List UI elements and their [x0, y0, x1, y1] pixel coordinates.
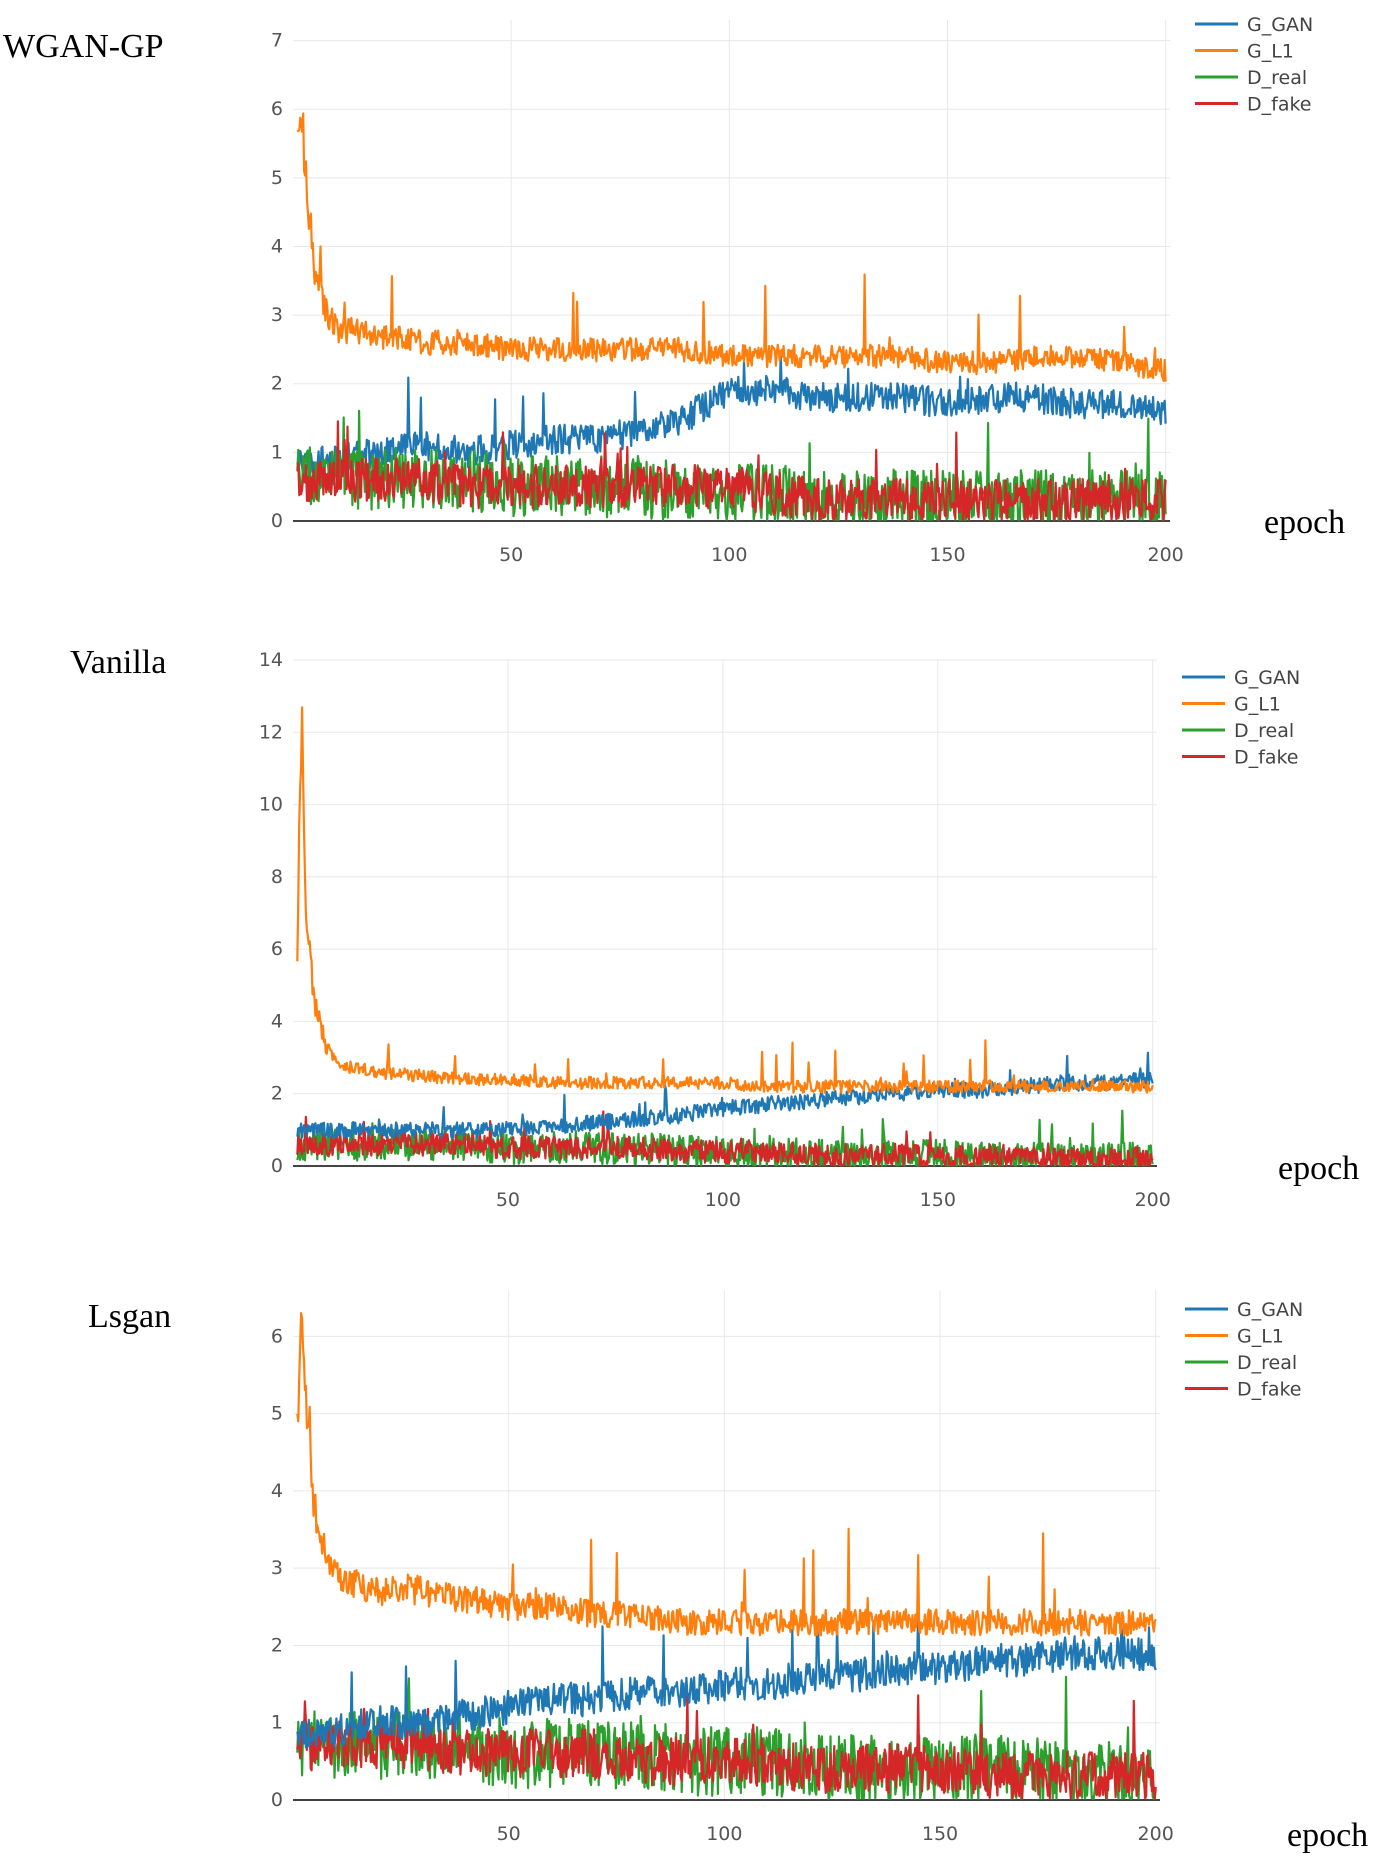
y-tick-label: 0	[271, 1789, 283, 1811]
chart-title-wgan-gp: WGAN-GP	[3, 28, 164, 65]
legend-label-d-real: D_real	[1234, 720, 1294, 742]
series-line-d-fake	[296, 420, 1167, 521]
y-tick-label: 4	[271, 235, 283, 257]
x-tick-label: 150	[922, 1823, 958, 1845]
y-tick-label: 3	[271, 1557, 283, 1579]
legend-label-d-real: D_real	[1247, 67, 1307, 89]
series-line-g-gan	[296, 1606, 1157, 1749]
y-tick-label: 1	[271, 1712, 283, 1734]
series-line-g-gan	[296, 1051, 1154, 1139]
chart-lsgan: 50 100 150 200 0 1 2 3 4 5 6 G_GAN G_L1 D_real D_fake	[271, 1290, 1303, 1845]
legend-label-g-gan: G_GAN	[1247, 14, 1313, 36]
chart-title-vanilla: Vanilla	[70, 644, 167, 681]
chart-wgan-gp: 50 100 150 200 0 1 2 3 4 5 6 7 G_GAN G_L1 D_real D_fake	[271, 14, 1313, 566]
y-tick-label: 12	[259, 721, 283, 743]
x-tick-label: 100	[705, 1189, 741, 1211]
x-tick-label: 200	[1138, 1823, 1174, 1845]
series-line-d-fake	[296, 1110, 1154, 1167]
series-line-g-gan	[296, 353, 1167, 478]
y-tick-label: 14	[259, 649, 283, 671]
y-tick-label: 5	[271, 1403, 283, 1425]
y-tick-label: 8	[271, 866, 283, 888]
x-tick-label: 100	[706, 1823, 742, 1845]
x-tick-label: 150	[920, 1189, 956, 1211]
y-tick-label: 0	[271, 510, 283, 532]
x-tick-label: 50	[499, 544, 523, 566]
y-tick-label: 2	[271, 373, 283, 395]
x-tick-label: 150	[929, 544, 965, 566]
x-tick-label: 200	[1135, 1189, 1171, 1211]
x-axis-label-wgan-gp: epoch	[1264, 504, 1346, 541]
x-tick-label: 50	[497, 1823, 521, 1845]
x-tick-label: 50	[496, 1189, 520, 1211]
y-tick-label: 2	[271, 1634, 283, 1656]
y-tick-label: 2	[271, 1083, 283, 1105]
legend-label-g-l1: G_L1	[1237, 1326, 1284, 1348]
series-line-g-l1	[296, 706, 1154, 1094]
chart-title-lsgan: Lsgan	[88, 1298, 172, 1335]
legend-label-g-l1: G_L1	[1247, 41, 1294, 63]
y-tick-label: 3	[271, 304, 283, 326]
legend-label-g-l1: G_L1	[1234, 694, 1281, 716]
legend-label-d-real: D_real	[1237, 1352, 1297, 1374]
y-tick-label: 6	[271, 938, 283, 960]
y-tick-label: 5	[271, 167, 283, 189]
y-tick-label: 6	[271, 1325, 283, 1347]
x-axis-label-vanilla: epoch	[1278, 1150, 1360, 1187]
legend-label-g-gan: G_GAN	[1234, 667, 1300, 689]
x-tick-label: 200	[1148, 544, 1184, 566]
legend-label-g-gan: G_GAN	[1237, 1299, 1303, 1321]
y-tick-label: 10	[259, 794, 283, 816]
y-tick-label: 1	[271, 441, 283, 463]
chart-vanilla: 50 100 150 200 0 2 4 6 8 10 12 14 G_GAN G_L1 D_real D_f…	[259, 649, 1300, 1211]
legend-label-d-fake: D_fake	[1237, 1379, 1301, 1401]
y-tick-label: 7	[271, 30, 283, 52]
legend-label-d-fake: D_fake	[1247, 94, 1311, 116]
y-tick-label: 6	[271, 98, 283, 120]
legend-label-d-fake: D_fake	[1234, 747, 1298, 769]
y-tick-label: 4	[271, 1480, 283, 1502]
series-line-d-fake	[296, 1694, 1157, 1800]
series-line-g-l1	[296, 112, 1167, 382]
y-tick-label: 4	[271, 1010, 283, 1032]
y-tick-label: 0	[271, 1155, 283, 1177]
x-axis-label-lsgan: epoch	[1287, 1817, 1369, 1854]
series-line-g-l1	[296, 1312, 1157, 1637]
x-tick-label: 100	[711, 544, 747, 566]
